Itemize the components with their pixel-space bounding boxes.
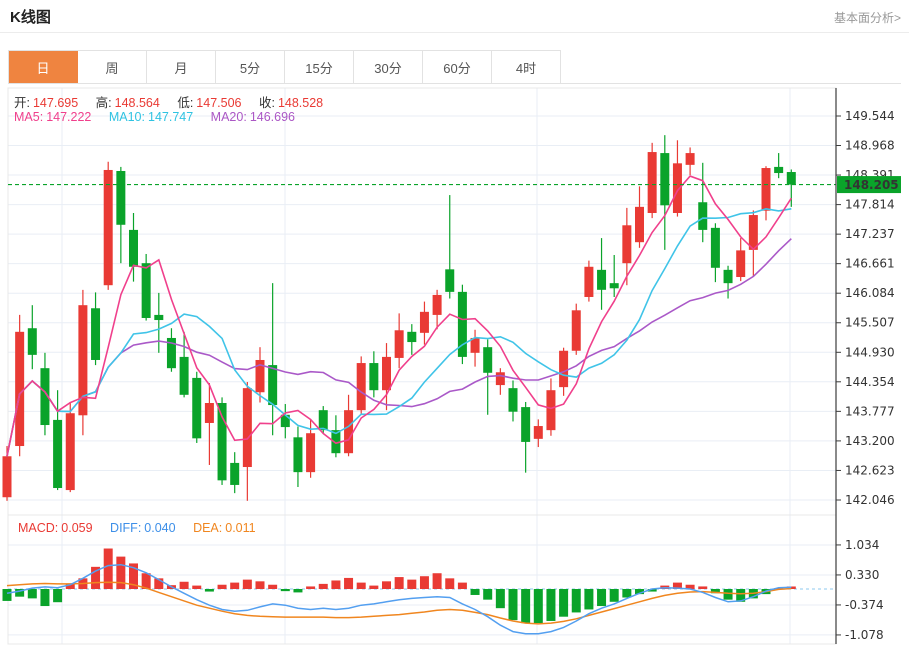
page-title: K线图 <box>10 9 51 26</box>
open-value: 147.695 <box>32 96 79 110</box>
ma10-label: MA10: <box>108 110 145 124</box>
fundamental-analysis-link[interactable]: 基本面分析> <box>833 11 901 25</box>
y-axis: 149.544148.968148.391147.814147.237146.6… <box>835 88 895 644</box>
open-label: 开: <box>14 96 30 110</box>
tab-15min[interactable]: 15分 <box>285 51 354 83</box>
dea-label: DEA: <box>193 521 223 535</box>
title-divider <box>0 32 909 33</box>
dea-line <box>6 581 792 625</box>
diff-line <box>6 563 792 635</box>
tab-5min[interactable]: 5分 <box>216 51 285 83</box>
high-value: 148.564 <box>114 96 160 110</box>
tab-60min[interactable]: 60分 <box>423 51 492 83</box>
diff-label: DIFF: <box>110 521 142 535</box>
tab-4hour[interactable]: 4时 <box>492 51 561 83</box>
ma-readout: MA5: 147.222 MA10: 147.747 MA20: 146.696 <box>14 110 298 124</box>
close-label: 收: <box>258 96 275 110</box>
tab-month[interactable]: 月 <box>147 51 216 83</box>
ma5-label: MA5: <box>14 110 44 124</box>
ma5-line <box>6 175 792 457</box>
dea-value: 0.011 <box>225 521 256 535</box>
ma5-value: 147.222 <box>46 110 92 124</box>
period-tabbar: 日周月 5分 15分 30分 60分 4时 <box>8 50 901 84</box>
main-chart-area[interactable] <box>8 88 836 515</box>
y-axis-tick-label: 145.507 <box>845 316 895 330</box>
y-axis-tick-label: 143.200 <box>845 434 895 448</box>
high-label: 高: <box>95 96 112 110</box>
y-axis-tick-label: 148.968 <box>845 138 895 152</box>
tab-30min[interactable]: 30分 <box>354 51 423 83</box>
y-axis-tick-label: 147.814 <box>845 198 895 212</box>
close-value: 148.528 <box>277 96 324 110</box>
y-axis-tick-label: -0.374 <box>845 598 884 612</box>
tab-day[interactable]: 日 <box>9 51 78 83</box>
y-axis-tick-label: 143.777 <box>845 404 895 418</box>
ma20-label: MA20: <box>210 110 247 124</box>
low-value: 147.506 <box>196 96 242 110</box>
svg-text:148.205: 148.205 <box>844 178 899 192</box>
ma20-value: 146.696 <box>249 110 295 124</box>
price-badge: 148.205 <box>837 176 901 194</box>
y-axis-tick-label: -1.078 <box>845 628 884 642</box>
y-axis-tick-label: 0.330 <box>845 568 879 582</box>
macd-value: 0.059 <box>61 521 93 535</box>
y-axis-tick-label: 147.237 <box>845 227 895 241</box>
macd-readout: MACD: 0.059 DIFF: 0.040 DEA: 0.011 <box>18 521 259 535</box>
y-axis-tick-label: 142.046 <box>845 493 895 507</box>
candles-layer <box>2 135 796 501</box>
ma10-line <box>6 207 792 457</box>
y-axis-tick-label: 149.544 <box>845 109 895 123</box>
ma10-value: 147.747 <box>148 110 194 124</box>
low-label: 低: <box>177 96 194 110</box>
y-axis-tick-label: 144.354 <box>845 375 895 389</box>
macd-histogram <box>2 548 796 624</box>
ma20-line <box>6 238 792 457</box>
y-axis-tick-label: 1.034 <box>845 538 879 552</box>
y-axis-tick-label: 146.661 <box>845 257 895 271</box>
y-axis-tick-label: 144.930 <box>845 345 895 359</box>
diff-value: 0.040 <box>144 521 176 535</box>
ohlc-readout: 开: 147.695 高: 148.564 低: 147.506 收: 148.528 <box>14 92 326 111</box>
y-axis-tick-label: 146.084 <box>845 286 895 300</box>
macd-label: MACD: <box>18 521 59 535</box>
y-axis-tick-label: 142.623 <box>845 463 895 477</box>
tab-week[interactable]: 周 <box>78 51 147 83</box>
period-tabs: 日周月 5分 15分 30分 60分 4时 <box>8 50 561 83</box>
